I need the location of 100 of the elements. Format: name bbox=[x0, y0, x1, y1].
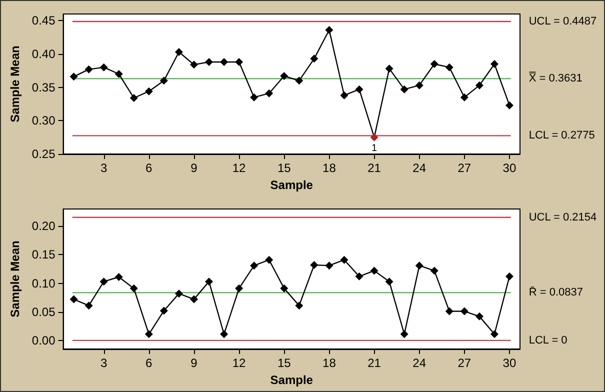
point bbox=[130, 284, 138, 292]
x-tick-label: 27 bbox=[458, 356, 472, 370]
x-tick-label: 24 bbox=[412, 161, 426, 175]
point bbox=[310, 261, 318, 269]
point bbox=[475, 312, 484, 320]
y-tick-label: 0.40 bbox=[32, 47, 56, 61]
x-tick-label: 24 bbox=[412, 356, 426, 370]
point bbox=[475, 81, 484, 90]
point bbox=[430, 266, 438, 275]
ref-line-label: UCL = 0.2154 bbox=[528, 211, 597, 224]
point bbox=[355, 272, 364, 280]
point bbox=[445, 307, 454, 316]
point bbox=[265, 89, 274, 98]
ref-line-label: X̿ = 0.3631 bbox=[528, 72, 582, 85]
point bbox=[114, 273, 123, 281]
point bbox=[70, 72, 78, 81]
point bbox=[370, 266, 378, 275]
point bbox=[160, 76, 168, 85]
point bbox=[265, 256, 274, 264]
ref-line-label: UCL = 0.4487 bbox=[528, 16, 597, 28]
y-tick-label: 0.10 bbox=[32, 276, 56, 290]
y-tick-label: 0.45 bbox=[32, 14, 56, 28]
y-tick-label: 0.00 bbox=[32, 333, 56, 348]
x-tick-label: 12 bbox=[232, 161, 246, 175]
point bbox=[460, 307, 468, 316]
point bbox=[325, 26, 334, 34]
point bbox=[355, 85, 364, 94]
x-tick-label: 6 bbox=[146, 161, 153, 175]
x-tick-label: 15 bbox=[277, 161, 292, 175]
point bbox=[400, 330, 408, 338]
point bbox=[430, 60, 438, 68]
x-axis-title: Sample bbox=[270, 178, 314, 192]
point bbox=[280, 72, 288, 80]
point bbox=[325, 262, 334, 270]
x-tick-label: 9 bbox=[190, 161, 198, 175]
point bbox=[144, 87, 153, 96]
x-tick-label: 3 bbox=[100, 356, 108, 370]
point bbox=[235, 58, 244, 66]
y-tick-label: 0.20 bbox=[32, 219, 56, 234]
point bbox=[310, 54, 318, 63]
point bbox=[100, 63, 108, 72]
point bbox=[385, 64, 394, 73]
point bbox=[174, 48, 183, 56]
point bbox=[490, 60, 498, 68]
x-tick-label: 12 bbox=[232, 356, 246, 370]
y-axis-title: Sample Mean bbox=[8, 240, 22, 318]
point bbox=[235, 284, 244, 292]
point bbox=[130, 94, 138, 102]
point bbox=[70, 295, 78, 304]
point bbox=[114, 70, 123, 78]
point bbox=[204, 58, 213, 66]
x-tick-label: 18 bbox=[322, 356, 336, 370]
point bbox=[190, 295, 198, 304]
x-axis-title: Sample bbox=[270, 372, 314, 387]
x-tick-label: 18 bbox=[322, 161, 336, 175]
x-tick-label: 30 bbox=[502, 356, 516, 370]
point bbox=[204, 278, 213, 286]
point bbox=[100, 278, 108, 286]
point bbox=[250, 93, 258, 102]
point bbox=[84, 65, 93, 74]
point bbox=[220, 330, 228, 338]
point bbox=[295, 76, 304, 85]
y-tick-label: 0.30 bbox=[32, 114, 56, 128]
point bbox=[250, 262, 258, 270]
x-tick-label: 15 bbox=[277, 356, 292, 370]
x-tick-label: 30 bbox=[502, 161, 516, 175]
point bbox=[415, 262, 424, 270]
x-tick-label: 6 bbox=[146, 356, 153, 370]
ref-line-label: R̄ = 0.0837 bbox=[528, 286, 583, 299]
point bbox=[280, 284, 288, 292]
y-tick-label: 0.15 bbox=[32, 248, 56, 262]
point bbox=[505, 101, 514, 110]
annotation: 1 bbox=[371, 142, 378, 154]
x-tick-label: 3 bbox=[100, 161, 108, 175]
point bbox=[400, 85, 408, 94]
y-tick-label: 0.35 bbox=[32, 80, 56, 94]
point bbox=[445, 63, 454, 72]
point bbox=[174, 290, 183, 298]
point bbox=[340, 91, 348, 100]
point bbox=[144, 330, 153, 338]
point bbox=[220, 58, 228, 66]
ref-line-label: LCL = 0.2775 bbox=[528, 130, 595, 142]
x-tick-label: 27 bbox=[458, 161, 472, 175]
x-tick-label: 21 bbox=[368, 161, 382, 175]
point bbox=[385, 278, 394, 286]
point bbox=[490, 330, 498, 338]
point bbox=[190, 60, 198, 69]
y-tick-label: 0.05 bbox=[32, 304, 56, 319]
point bbox=[84, 302, 93, 310]
x-tick-label: 21 bbox=[368, 356, 382, 370]
point bbox=[505, 272, 514, 280]
y-tick-label: 0.25 bbox=[32, 147, 56, 161]
y-axis-title: Sample Mean bbox=[8, 46, 22, 122]
point bbox=[370, 133, 378, 142]
point bbox=[415, 81, 424, 90]
ref-line-label: LCL = 0 bbox=[528, 334, 568, 346]
point bbox=[340, 256, 348, 264]
point bbox=[160, 306, 168, 315]
x-tick-label: 9 bbox=[190, 356, 198, 370]
point bbox=[295, 302, 304, 310]
